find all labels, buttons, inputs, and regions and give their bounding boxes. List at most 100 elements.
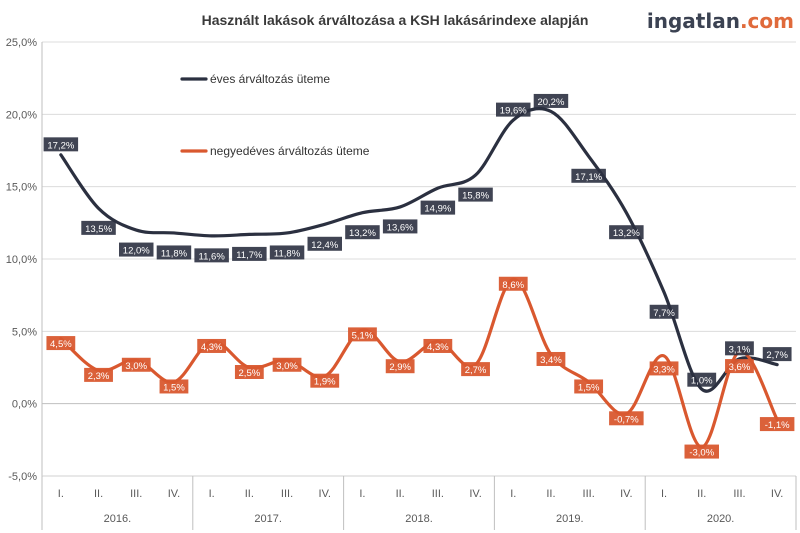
data-label: 19,6% [500, 106, 527, 117]
data-label-bg [533, 93, 569, 108]
x-tick-label-quarter: IV. [168, 488, 180, 500]
data-label: 1,5% [578, 382, 600, 393]
x-tick-label-quarter: II. [697, 488, 706, 500]
data-label-bg [458, 187, 493, 202]
legend-label: negyedéves árváltozás üteme [210, 144, 370, 158]
y-tick-label: 15,0% [6, 182, 37, 194]
data-label-bg [498, 276, 528, 291]
data-label: 2,9% [389, 362, 411, 373]
data-label-bg [385, 359, 415, 374]
data-label: 11,6% [199, 251, 226, 262]
x-tick-label-year: 2018. [405, 513, 433, 525]
data-label: 1,9% [314, 377, 336, 388]
axes: -5,0% 0,0% 5,0% 10,0% 15,0% 20,0% 25,0% I. II. II… [6, 37, 797, 530]
data-label: -3,0% [689, 448, 714, 459]
x-tick-label-quarter: II. [546, 488, 555, 500]
data-label-bg [725, 359, 754, 374]
data-label-bg [759, 417, 795, 432]
legend: éves árváltozás üteme negyedéves árváltoz… [180, 72, 370, 158]
data-label: 5,1% [352, 330, 374, 341]
x-tick-label-quarter: III. [432, 488, 444, 500]
data-label-bg [234, 365, 264, 379]
data-label-bg [762, 347, 792, 362]
data-label: 8,6% [502, 280, 524, 291]
data-label: 3,3% [653, 364, 675, 375]
data-label: 3,0% [125, 361, 147, 372]
legend-label: éves árváltozás üteme [210, 72, 330, 86]
data-label-bg [81, 220, 116, 235]
data-label: 2,5% [239, 368, 261, 379]
data-label-bg [684, 444, 719, 459]
x-tick-label-quarter: IV. [771, 488, 783, 500]
x-tick-label-year: 2020. [707, 513, 735, 525]
brand-logo: ingatlan.com [647, 9, 794, 33]
data-label-bg [649, 304, 679, 319]
x-tick-label-quarter: IV. [469, 488, 481, 500]
x-tick-label-quarter: I. [510, 488, 516, 500]
data-label-bg [423, 338, 453, 353]
x-tick-label-quarter: IV. [620, 488, 632, 500]
data-label: 3,4% [540, 355, 562, 366]
data-label-bg [119, 242, 154, 257]
data-label-bg [232, 246, 267, 261]
data-label-bg [194, 248, 229, 263]
data-label-bg [536, 351, 566, 366]
x-tick-label-quarter: II. [396, 488, 405, 500]
x-tick-label-quarter: II. [245, 488, 254, 500]
data-label: 7,7% [653, 308, 675, 319]
data-label-bg [269, 245, 305, 260]
data-label-bg [197, 338, 227, 353]
y-tick-label: 25,0% [6, 37, 37, 49]
y-tick-label: 20,0% [6, 109, 37, 121]
data-label-bg [649, 361, 679, 376]
data-label-bg [609, 225, 644, 240]
data-label: 13,2% [613, 228, 640, 239]
data-label: 2,3% [88, 371, 110, 382]
data-label: 11,7% [236, 250, 263, 261]
y-tick-label: 0,0% [12, 399, 37, 411]
data-label-bg [46, 336, 76, 351]
chart-title: Használt lakások árváltozása a KSH lakás… [202, 12, 589, 28]
data-label-bg [272, 357, 302, 372]
brand-main: ingatlan [647, 9, 740, 33]
data-label: 12,4% [311, 240, 338, 251]
data-label: 4,3% [427, 342, 449, 353]
data-label-bg [496, 102, 531, 117]
data-label: -1,1% [765, 420, 790, 431]
series-line [59, 107, 779, 393]
data-label-bg [687, 372, 717, 387]
data-label-bg [345, 225, 380, 240]
x-tick-label-quarter: I. [359, 488, 365, 500]
data-label-bg [382, 219, 418, 234]
x-tick-label-quarter: III. [281, 488, 293, 500]
x-tick-label-quarter: I. [661, 488, 667, 500]
data-label: 4,3% [201, 342, 223, 353]
data-label-bg [420, 200, 456, 215]
data-label-bg [159, 379, 189, 394]
data-label-bg [84, 367, 113, 382]
data-label: -0,7% [614, 414, 639, 425]
data-label: 14,9% [424, 204, 451, 215]
data-label: 13,5% [85, 224, 112, 235]
data-label: 3,1% [729, 344, 751, 355]
y-tick-label: -5,0% [8, 471, 37, 483]
data-label-bg [310, 373, 340, 388]
data-label: 4,5% [50, 339, 72, 350]
brand-suffix: .com [740, 9, 794, 33]
x-tick-label-quarter: III. [583, 488, 595, 500]
x-tick-label-quarter: I. [209, 488, 215, 500]
data-label: 2,7% [766, 350, 788, 361]
data-labels: 17,2% 13,5% 12,0% 11,8% 11,6% 11,7% 11,8% 12,4%… [43, 93, 795, 459]
data-label: 3,0% [276, 361, 298, 372]
data-label-bg [121, 357, 151, 372]
data-label-bg [461, 362, 490, 377]
data-label-bg [574, 379, 604, 394]
data-label: 13,6% [387, 222, 414, 233]
x-tick-label-quarter: III. [733, 488, 745, 500]
data-label: 1,0% [691, 376, 713, 387]
x-tick-label-year: 2017. [254, 513, 282, 525]
data-label: 3,6% [729, 362, 751, 373]
data-label-bg [348, 327, 377, 342]
data-label: 17,2% [47, 140, 74, 151]
data-label-bg [609, 411, 644, 426]
